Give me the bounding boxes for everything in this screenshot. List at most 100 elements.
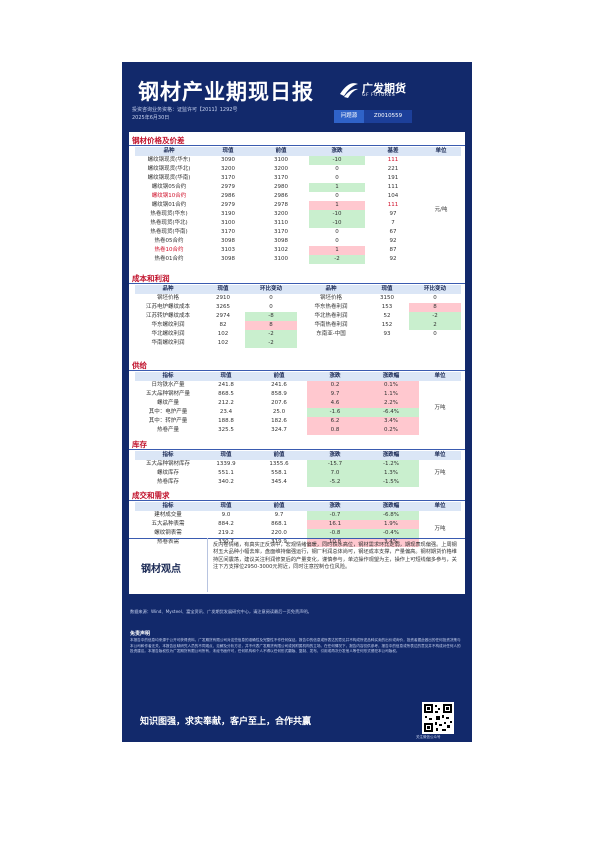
basis-value: 111 — [387, 202, 399, 208]
change-pct: -6.4% — [363, 408, 419, 417]
column-header: 环比变动 — [245, 285, 297, 294]
previous-value: 868.1 — [271, 521, 287, 527]
change-value: -10 — [309, 156, 365, 165]
row-label: 螺纹产量 — [156, 400, 179, 406]
row-label: 热卷库存 — [156, 479, 179, 485]
table-row: 热卷01合约 3098 3100 -2 92 — [135, 255, 461, 264]
basis-value: 111 — [387, 157, 399, 163]
current-value: 3200 — [221, 166, 235, 172]
previous-value: 345.4 — [271, 479, 287, 485]
current-value: 102 — [217, 340, 229, 346]
table-row: 五大品种钢材库存 1339.9 1355.6 -15.7 -1.2% 万吨 — [135, 460, 461, 476]
current-value: 551.1 — [218, 470, 234, 476]
table-row: 螺纹钢现货(华东) 3090 3100 -10 111 元/吨 — [135, 156, 461, 213]
change-value: 1 — [309, 201, 365, 210]
table-row: 华南螺纹利润 102 -2 — [135, 339, 461, 348]
table-row: 热卷产量 325.5 324.7 0.8 0.2% — [135, 426, 461, 435]
change-value: 8 — [409, 303, 461, 312]
change-value: 0.8 — [307, 426, 363, 435]
previous-value: 558.1 — [271, 470, 287, 476]
previous-value: 1355.6 — [269, 461, 289, 467]
change-pct: -1.5% — [363, 478, 419, 487]
basis-value: 191 — [387, 175, 399, 181]
section-divider — [129, 370, 465, 371]
current-value: 2974 — [216, 313, 230, 319]
column-header: 现值 — [201, 451, 251, 460]
unit-label: 万吨 — [434, 470, 446, 476]
table-row: 五大品种钢材产量 868.5 858.9 9.7 1.1% — [135, 390, 461, 399]
qualification-note: 投资咨询业务资格：证监许可【2011】1292号 — [132, 107, 238, 113]
table-row: 螺纹钢现货(华北) 3200 3200 0 221 — [135, 165, 461, 174]
change-value: 0 — [269, 295, 273, 301]
change-value: 0 — [335, 166, 339, 172]
column-header: 指标 — [135, 372, 201, 381]
table-header-row: 指标 现值 前值 涨跌 涨跌幅 单位 — [135, 502, 461, 511]
license-label: 问题源 — [334, 110, 364, 123]
current-value: 82 — [219, 322, 227, 328]
change-value — [409, 339, 461, 348]
current-value: 884.2 — [218, 521, 234, 527]
column-header: 前值 — [251, 372, 307, 381]
change-pct: -6.8% — [363, 511, 419, 520]
table-row: 其中：电炉产量 23.4 25.0 -1.6 -6.4% — [135, 408, 461, 417]
row-label: 华北螺纹利润 — [151, 331, 185, 337]
cost-table: 品种 现值 环比变动 品种 现值 环比变动 钢坯价格 2910 0 钢坯价格 3150 0 江苏电炉螺… — [135, 285, 461, 348]
column-header: 前值 — [251, 451, 307, 460]
row-label: 螺纹钢05合约 — [151, 184, 187, 190]
current-value: 330.7 — [218, 539, 234, 545]
table-header-row: 指标 现值 前值 涨跌 涨跌幅 单位 — [135, 451, 461, 460]
previous-value: 241.6 — [271, 382, 287, 388]
current-value: 2979 — [221, 184, 235, 190]
column-header: 单位 — [419, 502, 461, 511]
change-value: -2 — [409, 312, 461, 321]
basis-value: 92 — [389, 238, 397, 244]
change-pct: -0.4% — [363, 529, 419, 538]
previous-value: 207.6 — [271, 400, 287, 406]
row-label: 螺纹库存 — [156, 470, 179, 476]
current-value: 2910 — [216, 295, 230, 301]
change-value: 1 — [309, 246, 365, 255]
column-header: 现值 — [203, 147, 253, 156]
viewpoint-text: 反内卷情绪，有真实正反馈中，宏观情绪偏暖，同时铁水高位，钢材需求环比走弱，期现表… — [213, 542, 457, 571]
row-label: 钢坯价格 — [319, 295, 342, 301]
row-label: 热卷01合约 — [154, 256, 184, 262]
row-label: 其中：转炉产量 — [148, 418, 188, 424]
row-label: 华东热卷利润 — [314, 304, 348, 310]
current-value: 1339.9 — [216, 461, 236, 467]
section-title-supply: 供给 — [132, 361, 147, 370]
previous-value: 3200 — [274, 166, 288, 172]
previous-value: 3200 — [274, 211, 288, 217]
change-pct: 2.2% — [363, 399, 419, 408]
qr-label: 关注微信公众号 — [416, 735, 441, 739]
change-value: -5.2 — [307, 478, 363, 487]
column-header: 现值 — [201, 502, 251, 511]
section-divider — [129, 538, 465, 539]
current-value: 3190 — [221, 211, 235, 217]
change-pct: -1.2% — [363, 460, 419, 469]
current-value: 241.8 — [218, 382, 234, 388]
row-label: 热卷10合约 — [154, 247, 184, 253]
column-header: 指标 — [135, 451, 201, 460]
previous-value: 3102 — [274, 247, 288, 253]
table-row: 螺纹产量 212.2 207.6 4.6 2.2% — [135, 399, 461, 408]
change-value: -8 — [245, 312, 297, 321]
row-label: 热卷产量 — [156, 427, 179, 433]
logo-name: 广发期货 — [362, 82, 406, 95]
basis-value: 221 — [387, 166, 399, 172]
price-table: 品种 现值 前值 涨跌 基差 单位 螺纹钢现货(华东) 3090 3100 -10 111 元/吨螺… — [135, 147, 461, 264]
gf-logo-icon — [340, 83, 358, 98]
row-label: 华北热卷利润 — [314, 313, 348, 319]
section-divider — [129, 283, 465, 284]
row-label: 其中：电炉产量 — [148, 409, 188, 415]
change-value: 9.7 — [307, 390, 363, 399]
column-header: 品种 — [135, 147, 203, 156]
table-row: 日均铁水产量 241.8 241.6 0.2 0.1% 万吨 — [135, 381, 461, 411]
column-header: 指标 — [135, 502, 201, 511]
current-value: 3265 — [216, 304, 230, 310]
previous-value: 25.0 — [272, 409, 286, 415]
report-header: 钢材产业期现日报 投资咨询业务资格：证监许可【2011】1292号 2025年6… — [122, 62, 472, 150]
unit-label: 万吨 — [434, 525, 446, 532]
row-label: 螺纹钢现货(华南) — [147, 175, 191, 181]
row-label: 热卷现货(华东) — [150, 211, 188, 217]
previous-value: 3100 — [274, 157, 288, 163]
